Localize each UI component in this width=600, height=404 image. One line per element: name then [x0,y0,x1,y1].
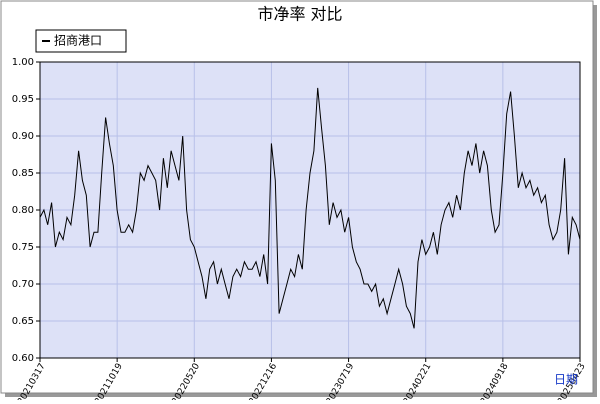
legend-box [35,29,127,53]
y-tick-label: 0.70 [12,279,34,290]
plot-border [39,61,581,359]
line [39,87,581,329]
chart-title: 市净率 对比 [257,5,342,24]
y-tick-label: 0.60 [12,353,34,364]
x-axis-label: 日期 [554,373,578,387]
legend-label: 招商港口 [54,33,102,48]
y-tick-label: 0.90 [12,131,34,142]
y-tick-label: 0.75 [12,242,34,253]
y-tick-label: 0.65 [12,316,34,327]
y-tick-label: 0.95 [12,94,34,105]
y-tick-label: 1.00 [12,57,34,68]
legend: 招商港口 [35,29,127,53]
y-tick-label: 0.85 [12,168,34,179]
y-tick-label: 0.80 [12,205,34,216]
